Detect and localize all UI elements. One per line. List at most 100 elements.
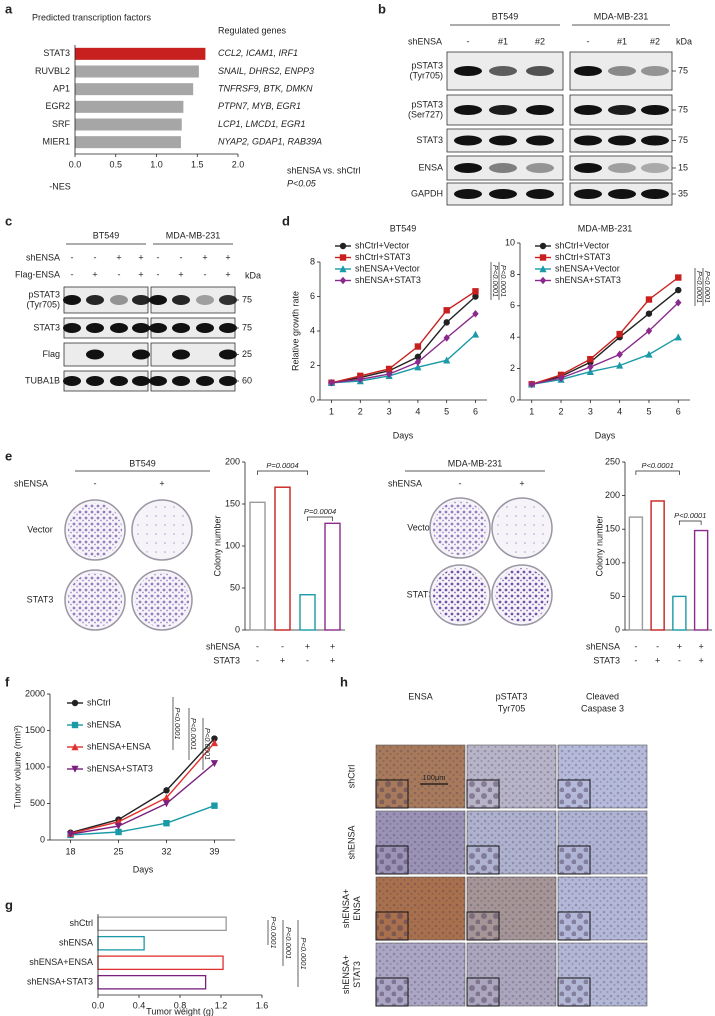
panel-label: e [5, 448, 12, 463]
unit-label: kDa [245, 270, 261, 280]
panel-label: a [5, 1, 13, 16]
blot-row-label: (Ser727) [408, 109, 443, 119]
blot-row-label: TUBA1B [25, 375, 60, 385]
category-label: STAT3 [43, 48, 70, 58]
marker [472, 288, 479, 295]
significance-label: P<0.0001 [189, 718, 198, 750]
y-tick-label: 100 [225, 540, 240, 550]
x-tick-label: 32 [161, 846, 171, 856]
condition-sign: #2 [650, 36, 660, 46]
marker [616, 350, 623, 359]
x-tick-label: 2.0 [232, 159, 245, 169]
category-label: RUVBL2 [35, 66, 70, 76]
condition-sign: - [306, 655, 309, 665]
column-header: ENSA [408, 691, 433, 701]
x-tick-label: 1 [329, 406, 334, 416]
condition-sign: - [678, 655, 681, 665]
blot-band [63, 295, 81, 305]
condition-sign: + [116, 252, 121, 262]
gene-list: NYAP2, GDAP1, RAB39A [218, 137, 322, 147]
condition-sign: - [204, 269, 207, 279]
y-tick-label: 6 [310, 291, 315, 301]
condition-sign: - [157, 269, 160, 279]
x-tick-label: 0.0 [69, 159, 82, 169]
category-label: AP1 [53, 84, 70, 94]
bar [75, 100, 184, 113]
row-label: STAT3 [27, 594, 54, 604]
scale-bar-label: 100μm [422, 773, 445, 782]
series-line [531, 276, 679, 385]
bar [75, 118, 182, 131]
blot-band [489, 135, 517, 146]
blot-band [641, 189, 669, 199]
blot-band [132, 349, 150, 360]
blot-band [454, 189, 482, 199]
category-label: shENSA+ENSA [29, 957, 93, 967]
blot-band [574, 163, 602, 173]
condition-sign: + [330, 641, 335, 651]
blot-band [86, 349, 104, 360]
x-tick-label: 25 [114, 846, 124, 856]
gene-list: SNAIL, DHRS2, ENPP3 [218, 66, 314, 76]
blot-band [526, 163, 554, 173]
marker [162, 800, 171, 808]
marker [645, 350, 653, 358]
bar [650, 500, 665, 631]
x-tick-label: 2 [358, 406, 363, 416]
chart-title: BT549 [390, 223, 417, 233]
blot-band [86, 323, 104, 333]
marker [587, 363, 594, 371]
row-label: shCtrl [346, 765, 356, 789]
y-tick-label: 0 [510, 394, 515, 404]
gene-list: LCP1, LMCD1, EGR1 [218, 119, 306, 129]
blot-band [574, 135, 602, 146]
blot-row-label: STAT3 [33, 322, 60, 332]
x-tick-label: 1.5 [191, 159, 204, 169]
significance-bracket [257, 470, 308, 475]
blot-band [196, 376, 214, 386]
bar [249, 501, 266, 631]
series-line [331, 333, 476, 384]
marker [163, 820, 170, 827]
condition-sign: #1 [617, 36, 627, 46]
condition-sign: - [587, 36, 590, 46]
marker [162, 793, 171, 801]
marker [645, 296, 653, 303]
condition-sign: - [459, 478, 462, 488]
condition-sign: - [256, 655, 259, 665]
condition-sign: - [118, 269, 121, 279]
colonies [135, 503, 189, 557]
row-label: Vector [27, 524, 53, 534]
series-line [531, 289, 679, 385]
marker [616, 330, 623, 338]
colony-group: BT549 [129, 458, 156, 468]
x-axis-label: Days [133, 864, 154, 874]
row-label: Vector [407, 522, 433, 532]
x-tick-label: 1.2 [215, 1000, 228, 1010]
marker [443, 356, 451, 364]
marker [414, 343, 422, 350]
blot-band [526, 189, 554, 199]
condition-sign: + [225, 252, 230, 262]
panel-label: d [282, 213, 290, 228]
significance-label: P<0.0001 [299, 937, 308, 969]
y-tick-label: 4 [510, 332, 515, 342]
x-tick-label: 0.8 [174, 1000, 187, 1010]
x-tick-label: 18 [66, 846, 76, 856]
y-tick-label: 0 [235, 624, 240, 634]
y-tick-label: 2 [510, 363, 515, 373]
marker [443, 334, 450, 342]
blot-band [132, 376, 150, 386]
series-line [531, 302, 679, 385]
condition-label: Flag-ENSA [15, 269, 60, 279]
y-tick-label: 50 [610, 591, 620, 601]
blot-band [219, 295, 237, 305]
marker [675, 298, 682, 307]
legend-label: shENSA+STAT3 [355, 275, 421, 285]
blot-band [110, 323, 128, 333]
condition-label: shENSA [26, 252, 60, 262]
blot-band [489, 105, 517, 115]
y-tick-label: 0 [310, 394, 315, 404]
